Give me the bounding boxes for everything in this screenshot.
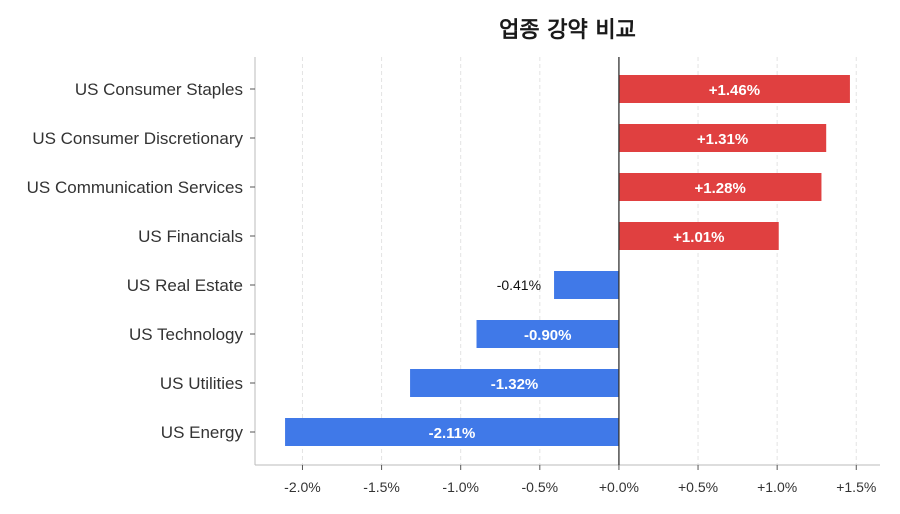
- x-tick-label: +1.0%: [757, 479, 797, 495]
- chart-title: 업종 강약 비교: [499, 18, 636, 43]
- bar-positive: [618, 75, 850, 103]
- x-tick-label: -0.5%: [522, 479, 559, 495]
- data-label: -1.32%: [491, 376, 539, 393]
- category-label: US Consumer Discretionary: [32, 129, 243, 148]
- data-label: +1.28%: [695, 180, 746, 197]
- x-tick-label: +1.5%: [836, 479, 876, 495]
- bar-negative: [410, 369, 619, 397]
- data-label: +1.01%: [673, 229, 724, 246]
- data-label: -2.11%: [429, 425, 476, 442]
- category-label: US Technology: [129, 325, 244, 344]
- x-tick-label: +0.5%: [678, 479, 718, 495]
- x-tick-label: -2.0%: [284, 479, 321, 495]
- bar-negative: [476, 320, 619, 348]
- bar-negative: [554, 271, 619, 299]
- data-label: +1.31%: [697, 131, 748, 148]
- data-label: -0.41%: [497, 277, 541, 293]
- axis-layer: [250, 57, 880, 470]
- category-label: US Utilities: [160, 374, 243, 393]
- category-label: US Energy: [161, 423, 244, 442]
- x-tick-label: -1.5%: [363, 479, 400, 495]
- category-label: US Consumer Staples: [75, 80, 243, 99]
- x-tick-label: +0.0%: [599, 479, 639, 495]
- bar-negative: [285, 418, 619, 446]
- bar-positive: [618, 222, 779, 250]
- category-label: US Real Estate: [127, 276, 243, 295]
- bar-positive: [618, 124, 827, 152]
- grid-layer: [301, 57, 857, 465]
- category-label: US Communication Services: [27, 178, 243, 197]
- bar-positive: [618, 173, 822, 201]
- data-label: -0.90%: [524, 327, 572, 344]
- label-layer: -2.0% -1.5% -1.0% -0.5% +0.0% +0.5% +1.0% +1.5%…: [27, 80, 877, 495]
- bar-layer: [285, 75, 850, 446]
- data-label: +1.46%: [709, 82, 760, 99]
- x-tick-label: -1.0%: [442, 479, 479, 495]
- category-label: US Financials: [138, 227, 243, 246]
